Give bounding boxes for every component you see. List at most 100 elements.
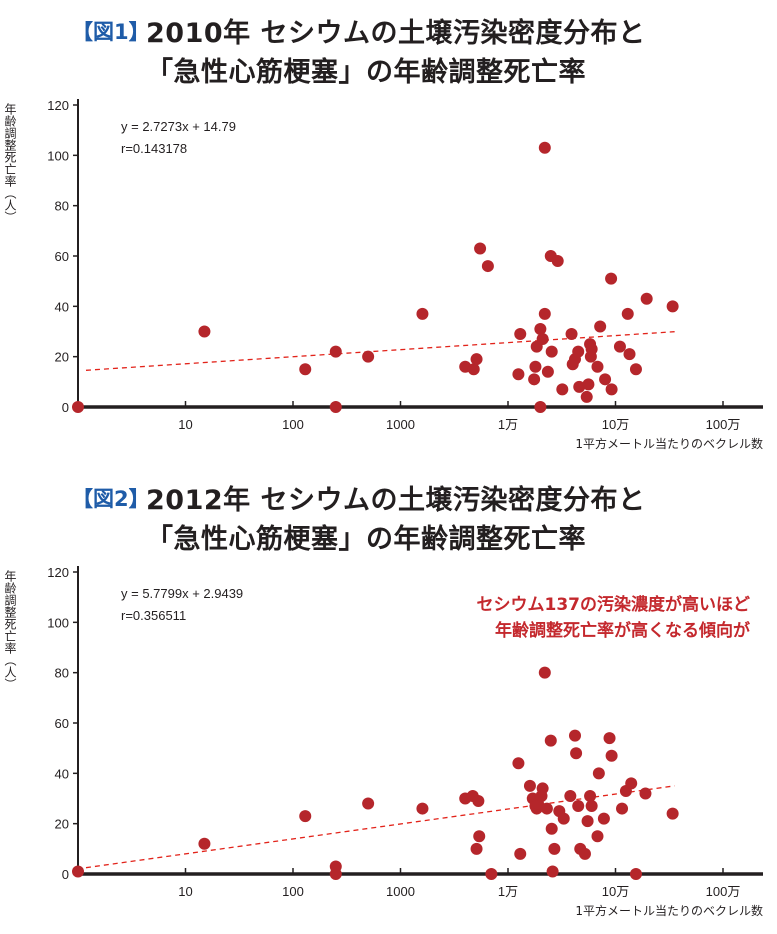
figure-2-y-tick-label: 40 [55,766,69,781]
figure-2-correlation-value: r=0.356511 [121,608,186,623]
figure-2-tag: 【図2】 [72,487,150,511]
figure-2-data-point [597,812,610,825]
figure-2-data-point [629,868,642,880]
figure-1-scatter-plot: 0 20 40 60 80 100 120 10 100 1000 1万 10万 100万 年齢調整死亡率… [3,98,763,451]
figure-1-y-tick-label: 80 [55,199,69,214]
figure-1-regression-equation: y = 2.7273x + 14.79 [121,119,236,134]
figure-1-data-point [640,292,653,305]
figure-2-data-point [473,830,486,843]
figure-1-data-point [594,320,607,333]
figure-2-data-point [299,810,312,823]
figure-2-data-point [605,749,618,762]
figure-1-data-point [541,365,554,378]
figure-1-correlation-value: r=0.143178 [121,141,187,156]
figure-1-data-point [605,272,618,285]
figure-1-data-point [512,368,525,381]
figure-2-scatter-plot: 0 20 40 60 80 100 120 10 100 1000 1万 10万 100万 年齢調整死亡率… [3,565,763,918]
figure-2-data-point [548,842,561,855]
figure-2-data-point [572,800,585,813]
figure-1-data-point [599,373,612,386]
figure-2-data-point [591,830,604,843]
figure-1-x-tick-label: 1万 [498,417,518,432]
figure-2-data-point [578,847,591,860]
figure-1-data-point [529,360,542,373]
figure-1-data-point [551,255,564,268]
figure-2-data-point [557,812,570,825]
figure-2-regression-equation: y = 5.7799x + 2.9439 [121,586,243,601]
figure-2-data-point [592,767,605,780]
figure-1-x-tick-label: 100 [282,417,304,432]
figure-1-data-point [536,333,549,346]
figure-1-data-point [72,401,84,413]
figure-1-data-point [580,390,593,403]
figure-1-x-tick-label: 1000 [386,417,415,432]
figure-1-data-point [621,307,634,320]
figure-2-data-point [472,795,485,808]
figure-1-title-line2: 「急性心筋梗塞」の年齢調整死亡率 [146,57,586,88]
figure-1-data-point [514,328,527,341]
figure-1-data-point [605,383,618,396]
figure-1-data-point [582,378,595,391]
figure-1-data-point [591,360,604,373]
figure-2-title-line1: 2012年 セシウムの土壌汚染密度分布と [146,485,646,516]
figure-1-data-point [329,345,342,358]
figure-2-y-tick-label: 80 [55,666,69,681]
figure-2-data-point [585,800,598,813]
figure-1-data-point [528,373,541,386]
figure-1-data-point [362,350,375,363]
figure-1-data-point [538,307,551,320]
figure-2-data-point [581,815,594,828]
figure-2-annotation-line: セシウム137の汚染濃度が高いほど [477,594,751,615]
figure-1-data-point [538,141,551,154]
figure-1-data-point [585,343,598,356]
figure-1-data-point [545,345,558,358]
figure-2-data-point [584,789,597,802]
figure-2-data-point [416,802,429,815]
figure-2-data-point [564,789,577,802]
figure-1-y-tick-label: 100 [47,148,69,163]
figure-2-y-tick-label: 20 [55,817,69,832]
figure-2-data-point [523,779,536,792]
figure-1-panel: 【図1】 2010年 セシウムの土壌汚染密度分布と 「急性心筋梗塞」の年齢調整死… [3,18,763,451]
figure-2-data-point [198,837,211,850]
figure-1-y-tick-label: 20 [55,350,69,365]
figure-1-data-point [666,300,679,313]
figure-2-data-point [625,777,638,790]
figure-1-data-point [416,307,429,320]
figure-1-y-tick-label: 60 [55,249,69,264]
figure-2-x-tick-label: 100万 [706,884,741,899]
figure-2-x-tick-label: 10万 [602,884,629,899]
figure-2-x-tick-label: 1万 [498,884,518,899]
figure-2-data-point [72,865,84,878]
figure-1-data-point [623,348,636,361]
figure-2-x-tick-label: 1000 [386,884,415,899]
figure-2-data-point [545,822,558,835]
figure-1-data-point [629,363,642,376]
figure-2-data-point [603,732,616,745]
figure-2-x-axis-label: 1平方メートル当たりのベクレル数 [575,903,763,918]
figure-2-data-point [666,807,679,820]
figure-2-y-tick-label: 120 [47,565,69,580]
figure-2-data-point [470,842,483,855]
figure-1-data-point [573,380,586,393]
figure-2-data-point [639,787,652,800]
figure-2-panel: 【図2】 2012年 セシウムの土壌汚染密度分布と 「急性心筋梗塞」の年齢調整死… [0,467,777,934]
figure-2-y-tick-label: 60 [55,716,69,731]
figure-2-y-axis-label: 年齢調整死亡率（人） [3,570,17,690]
figure-1-data-point [556,383,569,396]
figure-1-y-tick-label: 120 [47,98,69,113]
figure-2-data-point [362,797,375,810]
figure-1-data-point [572,345,585,358]
figure-1-data-point [470,353,483,366]
figure-1-data-point [534,322,547,335]
figure-2-data-point [512,757,525,770]
figure-2-data-point [546,865,559,878]
figure-2-y-tick-label: 100 [47,615,69,630]
figure-2-data-point [544,734,557,747]
figure-1-data-point [481,260,494,273]
figure-1-data-point [613,340,626,353]
figure-2-x-tick-label: 10 [178,884,192,899]
figure-1-data-point [534,401,547,413]
figure-1-data-point [467,363,480,376]
figure-2-data-point [540,802,553,815]
